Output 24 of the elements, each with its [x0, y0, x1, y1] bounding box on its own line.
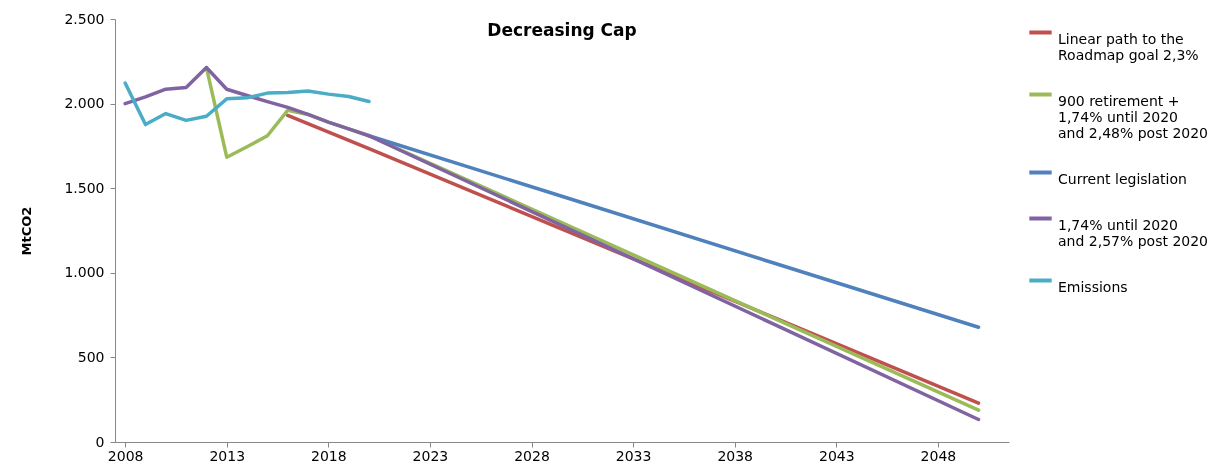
legend-label: Linear path to the Roadmap goal 2,3%: [1058, 30, 1199, 63]
chart-title: Decreasing Cap: [487, 20, 637, 40]
line-series: [367, 134, 981, 330]
x-tick-label: 2013: [209, 447, 246, 464]
x-tick-label: 2008: [107, 447, 144, 464]
legend-label: 1,74% until 2020 and 2,57% post 2020: [1058, 216, 1209, 249]
line-series: [123, 81, 371, 127]
y-tick-label: 0: [95, 433, 105, 450]
x-tick-label: 2018: [311, 447, 347, 464]
y-tick-label: 1.000: [64, 264, 105, 281]
y-tick-label: 500: [77, 348, 105, 365]
legend-label: Emissions: [1058, 278, 1128, 295]
x-tick-label: 2028: [514, 447, 550, 464]
legend-label: 900 retirement + 1,74% until 2020 and 2,48% post 2020: [1058, 92, 1209, 141]
y-tick-label: 2.500: [64, 10, 105, 27]
y-tick-label: 2.000: [64, 95, 105, 112]
y-tick-label: 1.500: [64, 179, 105, 196]
x-tick-label: 2023: [412, 447, 449, 464]
x-tick-label: 2038: [717, 447, 754, 464]
y-axis-title: MtCO2: [19, 206, 35, 256]
x-tick-label: 2043: [818, 447, 855, 464]
legend-label: Current legislation: [1058, 170, 1187, 187]
x-tick-label: 2033: [615, 447, 652, 464]
x-tick-label: 2048: [920, 447, 957, 464]
